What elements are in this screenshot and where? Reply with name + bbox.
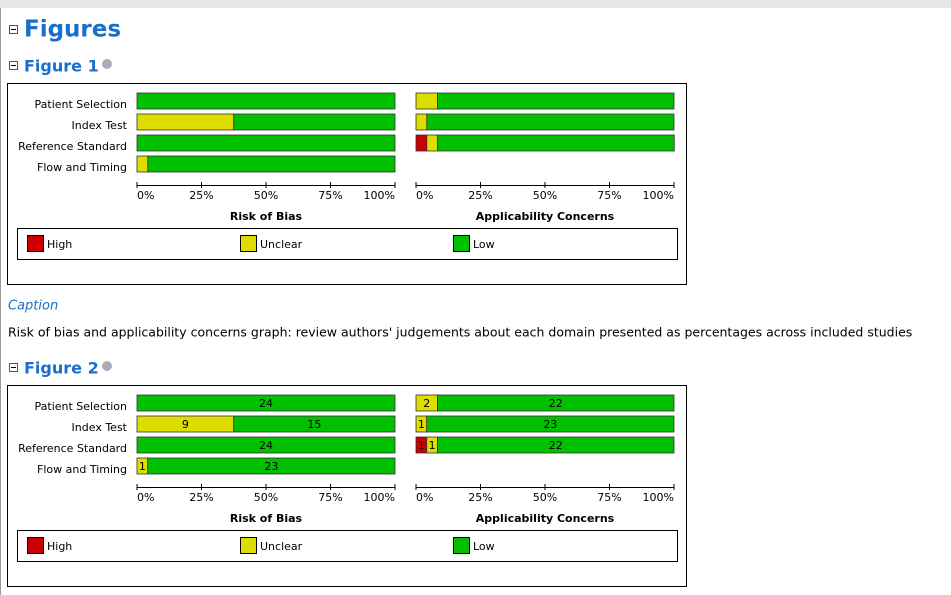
x-tick-label: 0% <box>137 491 154 504</box>
axis-title: Applicability Concerns <box>476 210 615 223</box>
value-label: 1 <box>418 418 425 431</box>
caption: Risk of bias and applicability concerns … <box>8 325 912 340</box>
axis-title: Risk of Bias <box>230 512 303 525</box>
row-label: Patient Selection <box>35 98 128 111</box>
legend-label: Unclear <box>260 540 303 553</box>
legend-label: Unclear <box>260 238 303 251</box>
bar-segment <box>415 92 438 110</box>
value-label: 24 <box>259 439 273 452</box>
bar-segment <box>147 155 396 173</box>
legend-swatch <box>27 235 44 252</box>
bar-segment <box>136 92 396 110</box>
legend-swatch <box>27 537 44 554</box>
figure-title: Figure 2 <box>24 359 99 378</box>
row-label: Index Test <box>72 119 128 132</box>
legend-swatch <box>240 537 257 554</box>
x-tick-label: 100% <box>643 491 674 504</box>
row-label: Flow and Timing <box>37 463 127 476</box>
axis-title: Applicability Concerns <box>476 512 615 525</box>
row-label: Flow and Timing <box>37 161 127 174</box>
row-label: Reference Standard <box>18 140 127 153</box>
bar-segment <box>426 113 675 131</box>
legend-label: Low <box>473 238 495 251</box>
x-tick-label: 75% <box>597 189 621 202</box>
bar-segment <box>426 415 675 433</box>
legend-swatch <box>453 537 470 554</box>
x-tick-label: 25% <box>189 189 213 202</box>
x-tick-label: 50% <box>254 189 278 202</box>
settings-icon[interactable] <box>102 361 112 371</box>
legend-frame <box>17 530 678 562</box>
page-heading: Figures <box>24 17 121 43</box>
value-label: 15 <box>307 418 321 431</box>
bar-segment <box>437 436 675 454</box>
bar-segment <box>136 394 396 412</box>
x-tick-label: 0% <box>137 189 154 202</box>
settings-icon[interactable] <box>102 59 112 69</box>
value-label: 23 <box>264 460 278 473</box>
axis-title: Risk of Bias <box>230 210 303 223</box>
legend-swatch <box>240 235 257 252</box>
bar-segment <box>437 92 675 110</box>
legend-swatch <box>453 235 470 252</box>
x-tick-label: 75% <box>597 491 621 504</box>
bar-segment <box>136 436 396 454</box>
bar-segment <box>136 113 235 131</box>
figure-frame <box>7 385 687 587</box>
collapse-icon[interactable] <box>9 363 18 372</box>
x-tick-label: 25% <box>189 491 213 504</box>
legend-label: High <box>47 238 72 251</box>
bar-segment <box>136 155 149 173</box>
value-label: 23 <box>543 418 557 431</box>
x-tick-label: 100% <box>364 189 395 202</box>
bar-segment <box>437 394 675 412</box>
bar-segment <box>426 134 439 152</box>
value-label: 9 <box>182 418 189 431</box>
row-label: Reference Standard <box>18 442 127 455</box>
bar-segment <box>147 457 396 475</box>
x-tick-label: 50% <box>533 491 557 504</box>
bar-segment <box>437 134 675 152</box>
bar-segment <box>233 415 396 433</box>
x-tick-label: 75% <box>318 189 342 202</box>
value-label: 22 <box>549 439 563 452</box>
value-label: 24 <box>259 397 273 410</box>
bar-segment <box>233 113 396 131</box>
bar-segment <box>415 113 428 131</box>
value-label: 1 <box>429 439 436 452</box>
legend-frame <box>17 228 678 260</box>
value-label: 22 <box>549 397 563 410</box>
x-tick-label: 0% <box>416 189 433 202</box>
figure-title: Figure 1 <box>24 57 99 76</box>
x-tick-label: 25% <box>468 189 492 202</box>
legend-label: High <box>47 540 72 553</box>
value-label: 1 <box>418 439 425 452</box>
top-bar <box>0 0 951 8</box>
collapse-icon[interactable] <box>9 25 18 34</box>
bar-segment <box>136 134 396 152</box>
x-tick-label: 0% <box>416 491 433 504</box>
value-label: 2 <box>423 397 430 410</box>
row-label: Patient Selection <box>35 400 128 413</box>
caption-label: Caption <box>8 299 58 314</box>
figure-frame <box>7 83 687 285</box>
x-tick-label: 50% <box>254 491 278 504</box>
value-label: 1 <box>139 460 146 473</box>
row-label: Index Test <box>72 421 128 434</box>
x-tick-label: 100% <box>364 491 395 504</box>
collapse-icon[interactable] <box>9 61 18 70</box>
x-tick-label: 100% <box>643 189 674 202</box>
bar-segment <box>415 134 428 152</box>
legend-label: Low <box>473 540 495 553</box>
x-tick-label: 25% <box>468 491 492 504</box>
x-tick-label: 75% <box>318 491 342 504</box>
x-tick-label: 50% <box>533 189 557 202</box>
